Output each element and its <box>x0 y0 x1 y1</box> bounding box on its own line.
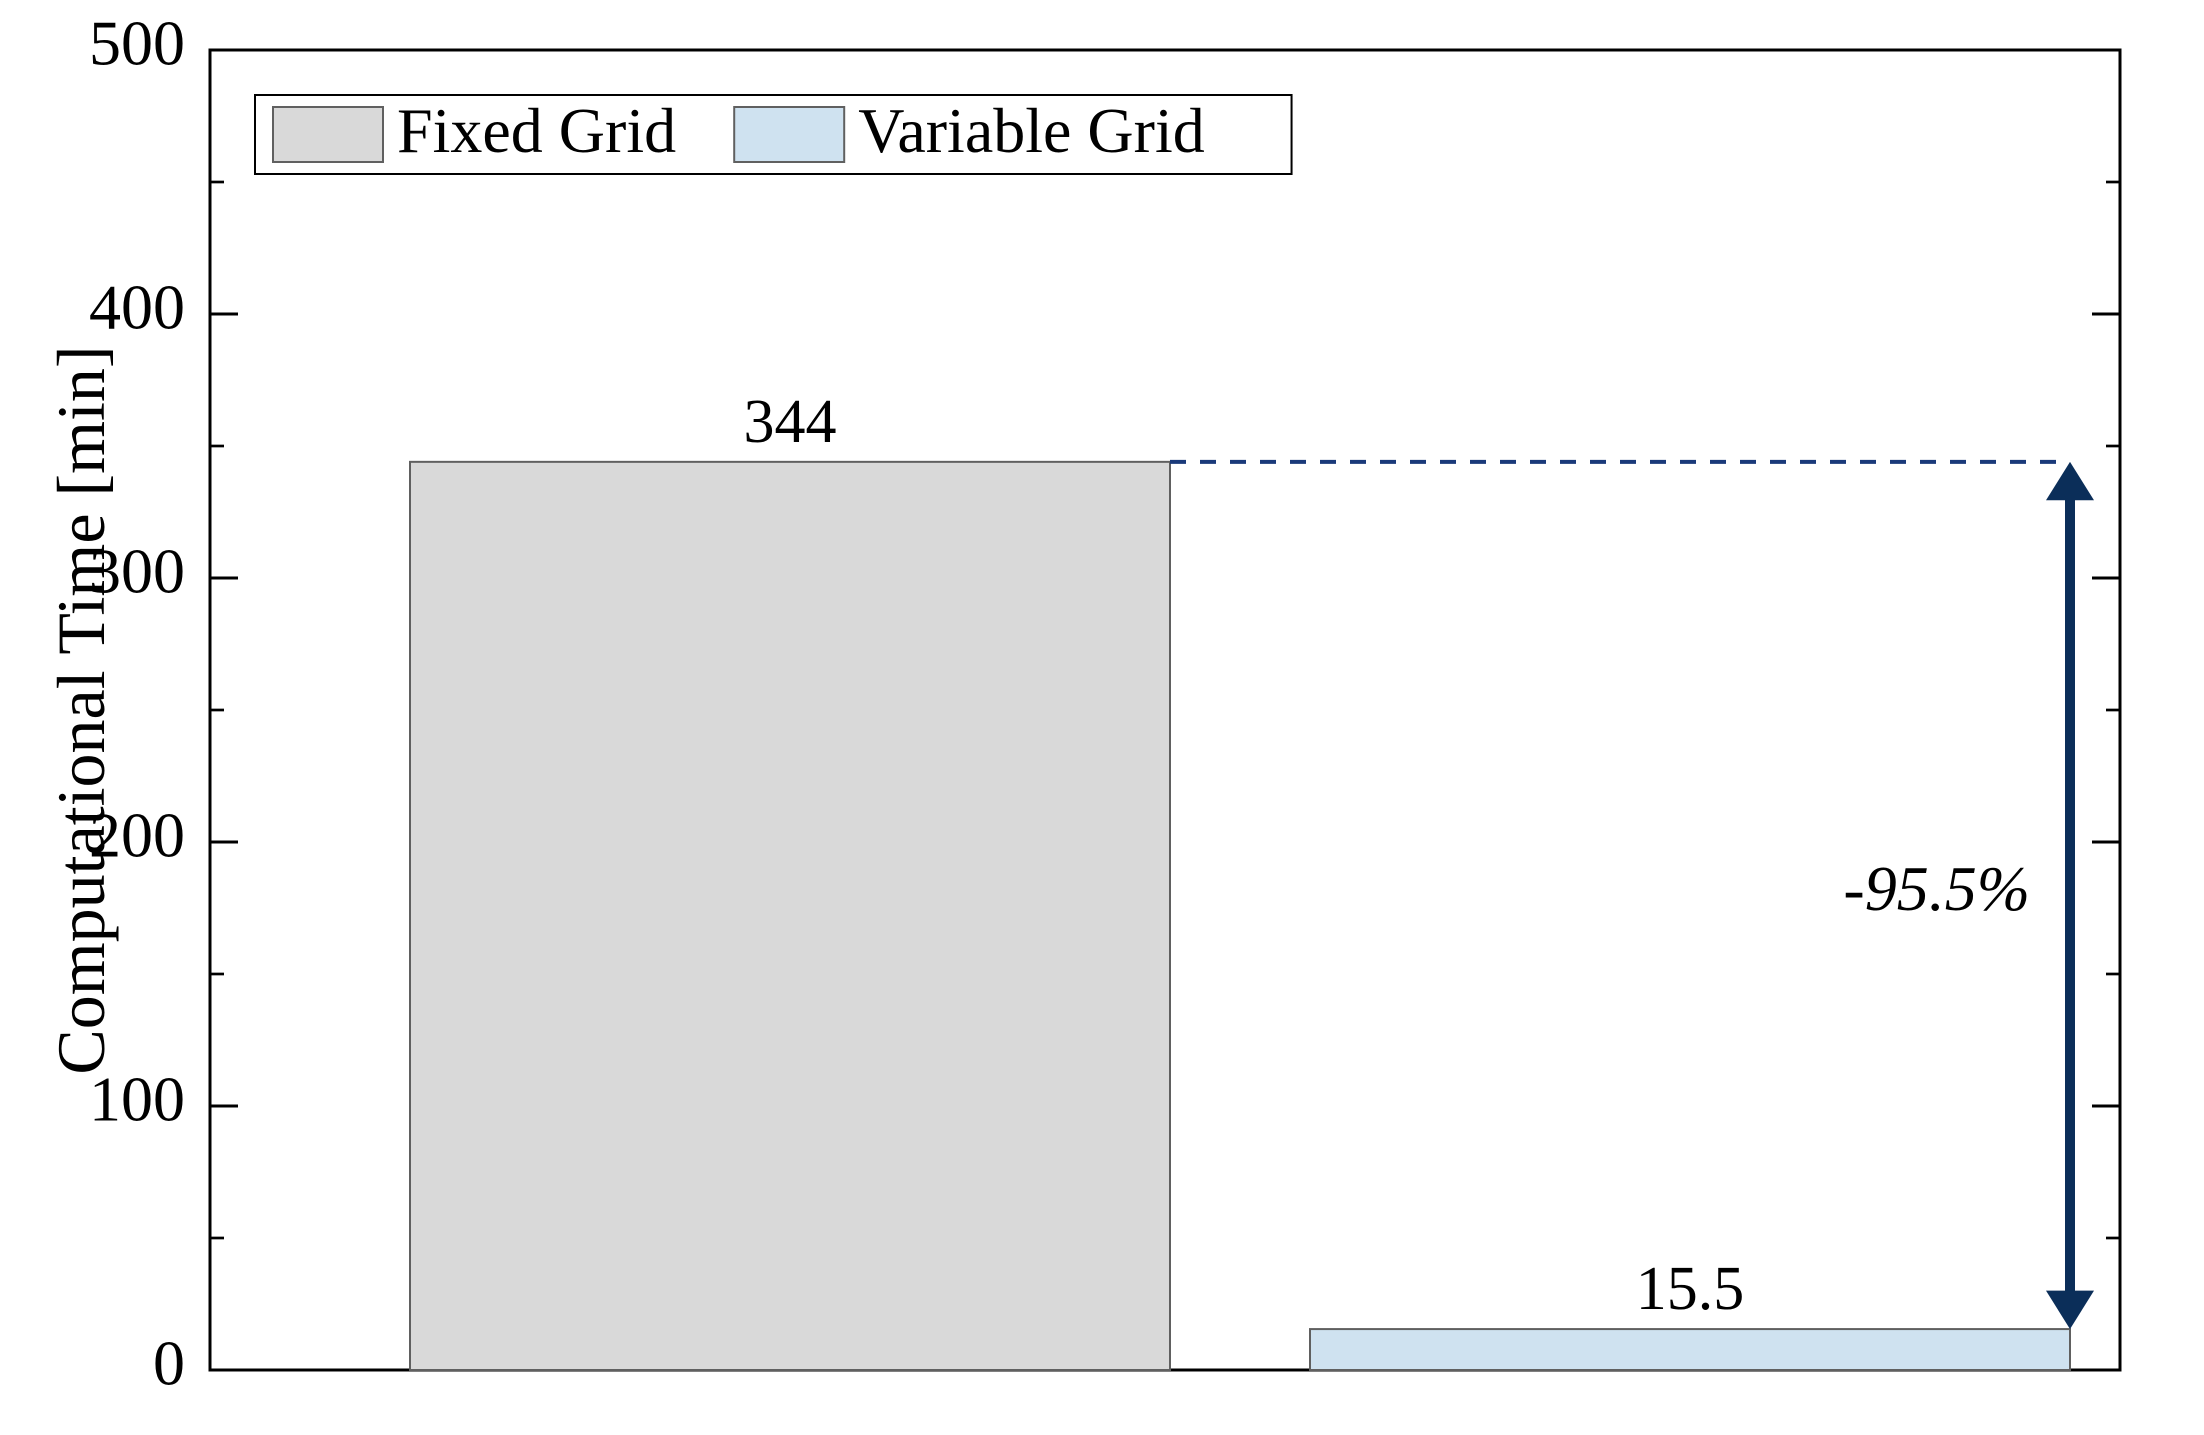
y-axis-label: Computational Time [min] <box>43 345 119 1074</box>
bar-value-label: 344 <box>744 388 837 456</box>
legend-swatch <box>734 107 844 162</box>
bar <box>410 462 1170 1370</box>
legend: Fixed Grid Variable Grid <box>255 95 1292 174</box>
bar <box>1310 1329 2070 1370</box>
ytick-label: 500 <box>89 8 185 79</box>
legend-label: Variable Grid <box>858 95 1205 166</box>
ytick-label: 400 <box>89 272 185 343</box>
bar-value-label: 15.5 <box>1636 1255 1745 1323</box>
legend-swatch <box>273 107 383 162</box>
legend-label: Fixed Grid <box>397 95 676 166</box>
bar-chart: 0100200300400500Computational Time [min]… <box>0 0 2204 1430</box>
ytick-label: 0 <box>153 1328 185 1399</box>
chart-container: 0100200300400500Computational Time [min]… <box>0 0 2204 1430</box>
reduction-percent-label: -95.5% <box>1843 853 2030 924</box>
